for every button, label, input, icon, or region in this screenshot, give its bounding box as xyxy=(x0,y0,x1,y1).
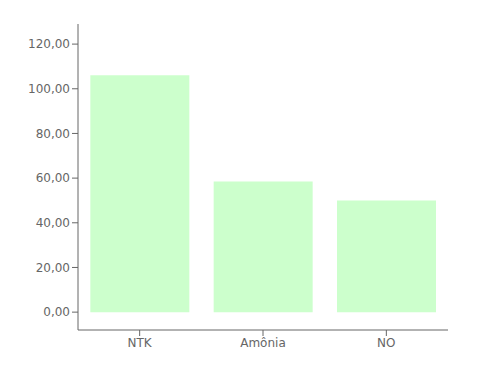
svg-text:60,00: 60,00 xyxy=(36,171,70,185)
svg-text:80,00: 80,00 xyxy=(36,127,70,141)
svg-text:100,00: 100,00 xyxy=(28,82,70,96)
svg-text:120,00: 120,00 xyxy=(28,37,70,51)
svg-text:40,00: 40,00 xyxy=(36,216,70,230)
svg-text:Amônia: Amônia xyxy=(240,336,286,350)
svg-text:0,00: 0,00 xyxy=(43,305,70,319)
svg-text:NO: NO xyxy=(377,336,395,350)
svg-text:NTK: NTK xyxy=(128,336,153,350)
svg-text:20,00: 20,00 xyxy=(36,261,70,275)
